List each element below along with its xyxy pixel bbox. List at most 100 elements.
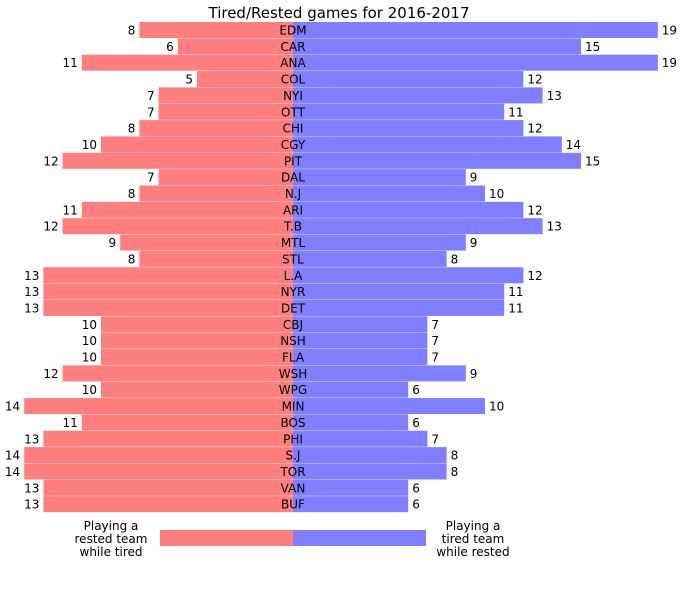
bar-right-cbj [293,316,428,333]
bar-left-ana [81,54,293,71]
value-label-right: 12 [527,73,542,87]
value-label-right: 19 [662,24,677,38]
value-label-left: 10 [82,138,97,152]
team-label: WSH [279,367,308,381]
bar-right-det [293,299,505,316]
team-label: ANA [280,56,306,70]
value-label-right: 7 [431,351,439,365]
value-label-left: 13 [24,301,39,315]
team-label: DAL [281,171,305,185]
value-label-right: 14 [566,138,581,152]
bar-left-bos [81,414,293,431]
team-label: DET [281,301,306,315]
bar-left-buf [43,496,294,513]
value-label-left: 14 [5,465,20,479]
value-label-right: 8 [451,252,459,266]
value-label-right: 11 [508,105,523,119]
value-label-right: 6 [412,498,420,512]
legend-label-left-line: Playing a [84,519,139,533]
value-label-right: 9 [470,171,478,185]
value-label-right: 11 [508,301,523,315]
value-label-left: 6 [166,40,174,54]
bar-right-nyr [293,283,505,300]
value-label-left: 8 [128,187,136,201]
value-label-left: 9 [109,236,117,250]
bar-left-ott [158,103,293,120]
bar-right-edm [293,22,658,38]
value-label-left: 8 [128,122,136,136]
labels-layer: 8 19 EDM 6 15 CAR 11 19 ANA 5 12 COL 7 13 NYI 7 11 OTT 8 12… [5,24,677,512]
bar-right-car [293,38,581,55]
value-label-right: 6 [412,481,420,495]
value-label-left: 10 [82,383,97,397]
team-label: FLA [282,351,305,365]
bar-left-cbj [101,316,293,333]
value-label-right: 15 [585,40,600,54]
value-label-left: 12 [43,154,58,168]
bar-right-tb [293,218,543,235]
bar-right-col [293,71,524,88]
value-label-left: 10 [82,351,97,365]
value-label-right: 7 [431,432,439,446]
bar-left-nsh [101,332,293,349]
value-label-left: 7 [147,171,155,185]
legend-label-right-line: tired team [442,532,505,546]
team-label: WPG [279,383,307,397]
bar-left-ari [81,201,293,218]
value-label-right: 10 [489,187,504,201]
value-label-right: 13 [547,220,562,234]
bar-right-nsh [293,332,428,349]
value-label-right: 8 [451,449,459,463]
bar-left-tb [62,218,293,235]
legend-label-left-line: while tired [80,545,143,559]
bar-right-nj [293,185,485,202]
bar-left-stl [139,250,293,267]
value-label-left: 14 [5,449,20,463]
value-label-right: 10 [489,400,504,414]
bar-left-nyi [158,87,293,104]
bar-right-tor [293,463,447,480]
bar-right-wpg [293,381,409,398]
team-label: TOR [279,465,305,479]
team-label: CAR [281,40,306,54]
team-label: BOS [280,416,305,430]
value-label-left: 13 [24,269,39,283]
bar-right-la [293,267,524,284]
bar-right-nyi [293,87,543,104]
team-label: MTL [281,236,306,250]
team-label: CHI [283,122,304,136]
bar-right-wsh [293,365,466,382]
value-label-right: 19 [662,56,677,70]
bar-left-van [43,479,294,496]
bar-right-dal [293,169,466,186]
bar-left-car [177,38,293,55]
value-label-left: 8 [128,24,136,38]
value-label-left: 11 [63,56,78,70]
bar-right-pit [293,152,581,169]
bar-right-buf [293,496,409,513]
team-label: COL [281,73,306,87]
team-label: MIN [282,400,305,414]
legend-label-right-line: Playing a [446,519,501,533]
team-label: EDM [279,24,306,38]
value-label-left: 11 [63,416,78,430]
value-label-right: 8 [451,465,459,479]
value-label-left: 13 [24,285,39,299]
legend-swatch-right [293,530,426,546]
team-label: S.J [286,449,301,463]
value-label-left: 7 [147,105,155,119]
bar-left-min [24,398,293,415]
team-label: STL [282,252,304,266]
team-label: NSH [280,334,306,348]
value-label-right: 9 [470,367,478,381]
value-label-right: 12 [527,122,542,136]
bar-left-phi [43,430,294,447]
bar-right-cgy [293,136,562,153]
value-label-left: 11 [63,203,78,217]
bar-right-chi [293,120,524,137]
bar-left-pit [62,152,293,169]
bar-left-dal [158,169,293,186]
value-label-left: 14 [5,400,20,414]
